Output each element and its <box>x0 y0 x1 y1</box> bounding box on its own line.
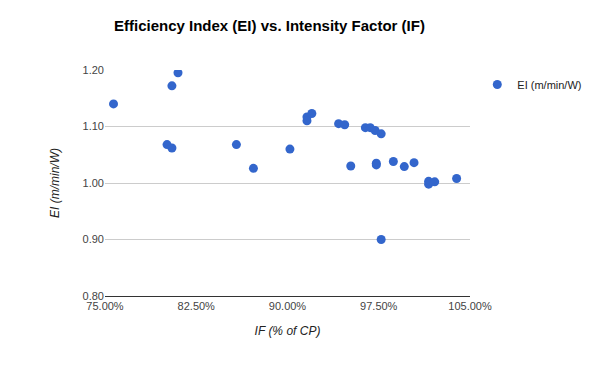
svg-text:1.10: 1.10 <box>83 120 104 132</box>
svg-text:IF (% of CP): IF (% of CP) <box>255 324 321 338</box>
svg-text:EI (m/min/W): EI (m/min/W) <box>517 79 581 91</box>
svg-text:97.50%: 97.50% <box>360 300 398 312</box>
svg-text:0.90: 0.90 <box>83 233 104 245</box>
svg-text:82.50%: 82.50% <box>178 300 216 312</box>
svg-text:75.00%: 75.00% <box>86 300 124 312</box>
svg-text:1.20: 1.20 <box>83 64 104 76</box>
svg-text:90.00%: 90.00% <box>269 300 307 312</box>
svg-text:EI (m/min/W): EI (m/min/W) <box>48 148 62 218</box>
svg-text:0.80: 0.80 <box>83 290 104 302</box>
svg-text:105.00%: 105.00% <box>448 300 492 312</box>
svg-text:Efficiency Index (EI) vs. Inte: Efficiency Index (EI) vs. Intensity Fact… <box>114 17 425 34</box>
svg-text:1.00: 1.00 <box>83 177 104 189</box>
